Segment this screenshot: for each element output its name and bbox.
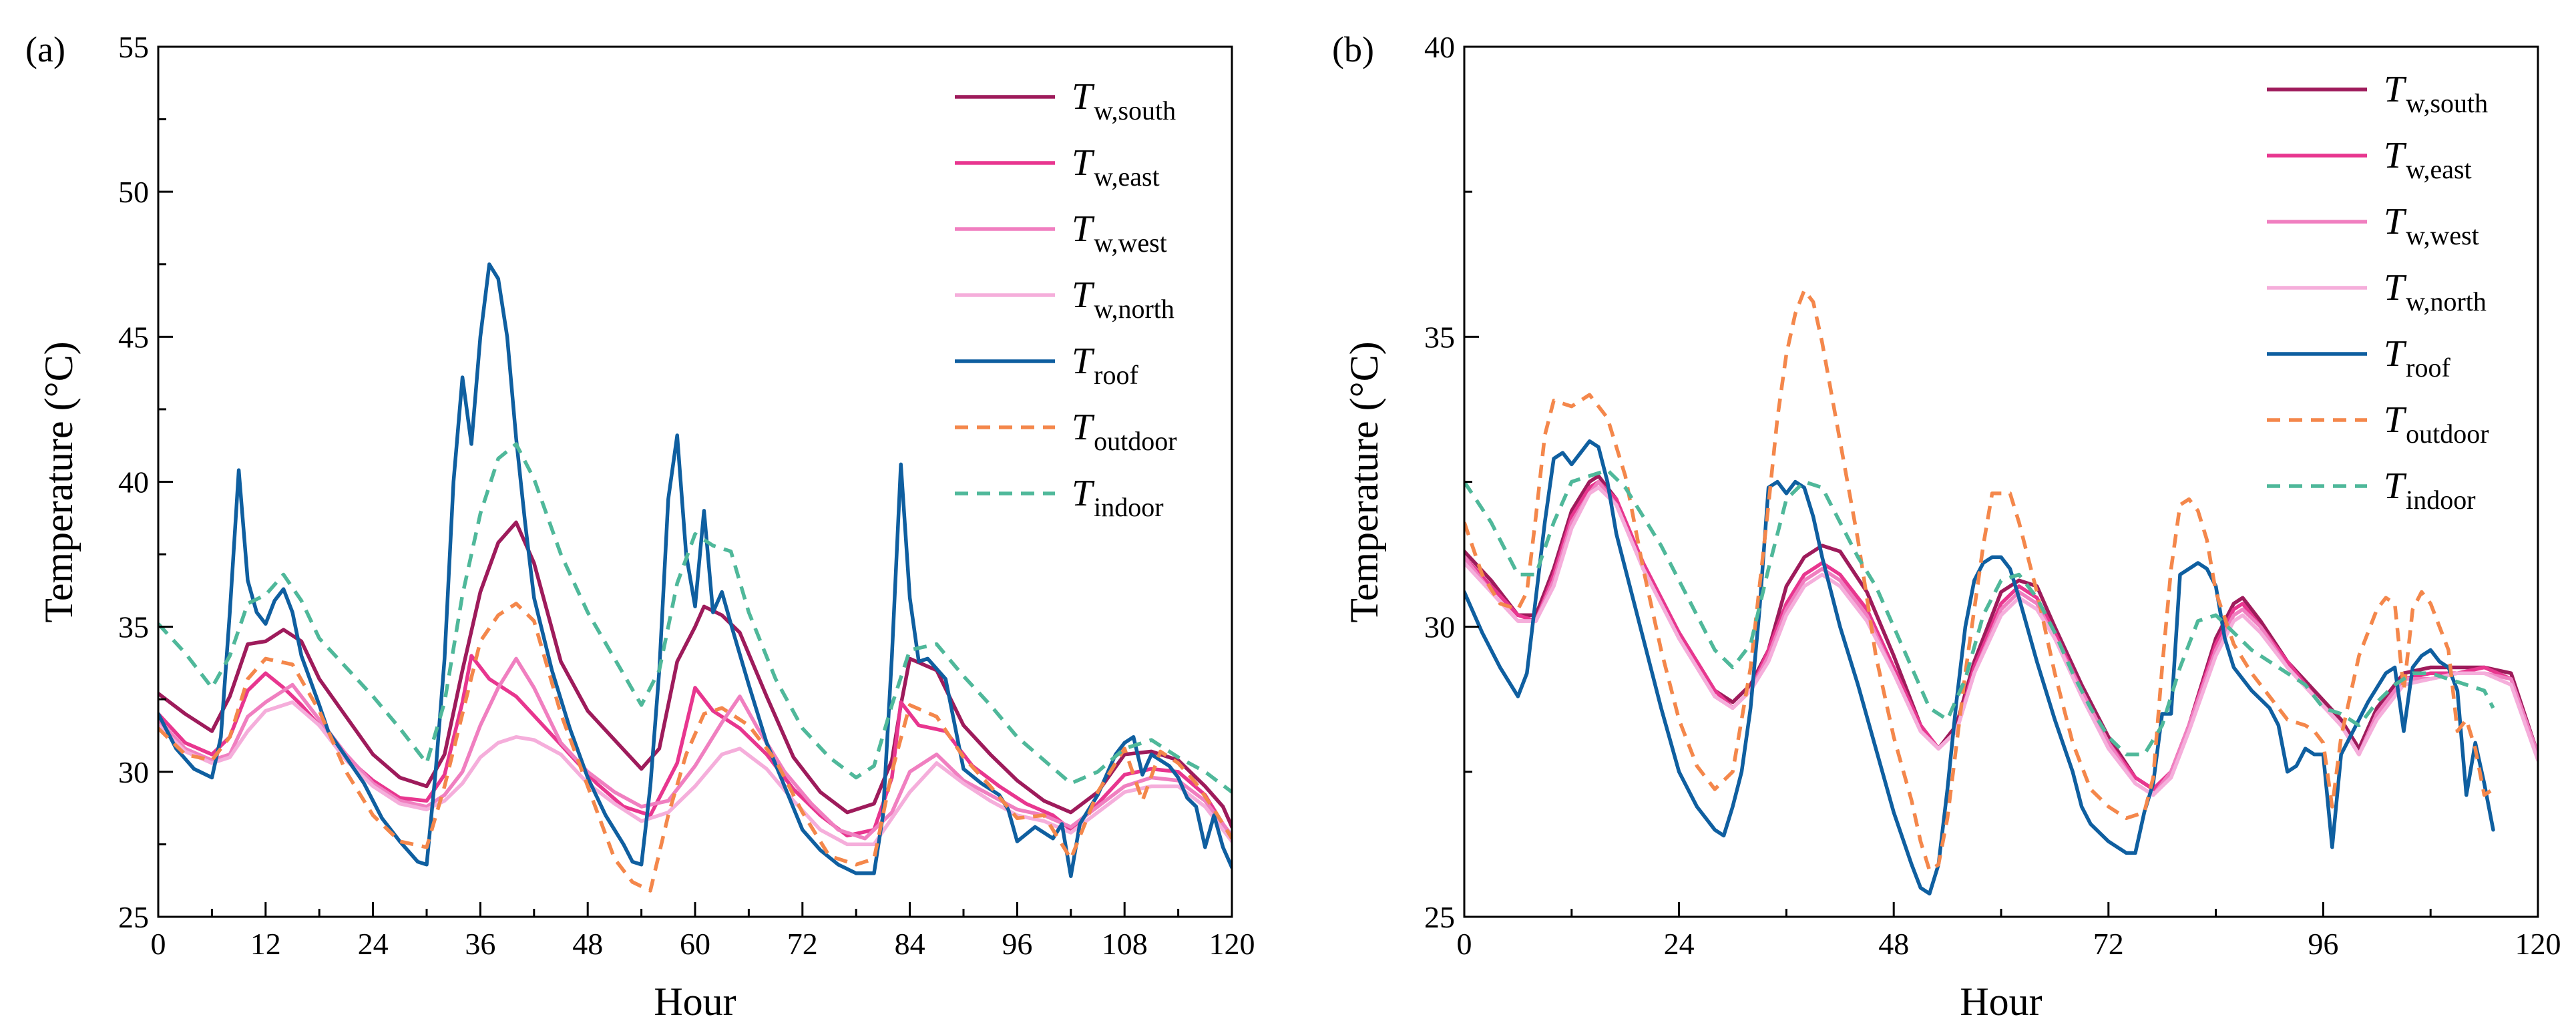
panel-b-label: (b) <box>1332 29 1374 69</box>
panel-b-series-roof-line <box>1464 439 2495 896</box>
panel-b-y-tick-label: 40 <box>1424 30 1455 64</box>
panel-a-legend-south-label: Tw,south <box>1072 76 1176 126</box>
panel-a-legend-north-label: Tw,north <box>1072 274 1174 324</box>
panel-a-series-indoor-line <box>158 442 1232 794</box>
panel-a-y-tick-label: 25 <box>118 900 149 934</box>
panel-b-legend: Tw,south Tw,east Tw,west Tw,north Troof Toutd… <box>2267 69 2489 515</box>
panel-a-x-tick-label: 60 <box>680 927 710 961</box>
panel-b-legend-indoor-label: Tindoor <box>2384 465 2476 515</box>
panel-a-series-lines <box>158 262 1232 893</box>
panel-b-x-tick-label: 120 <box>2515 927 2561 961</box>
panel-b-legend-east-label: Tw,east <box>2384 135 2472 184</box>
panel-a-x-tick-label: 24 <box>358 927 389 961</box>
panel-b-series-indoor-line <box>1464 468 2495 757</box>
panel-a-x-tick-label: 84 <box>895 927 925 961</box>
panel-a-plot-area: 0 12 24 36 48 60 72 84 96 108 120 25 30 35 40 45 50 55 <box>118 30 1255 961</box>
panel-b-frame <box>1463 45 2539 918</box>
panel-a-legend-roof-label: Troof <box>1072 341 1138 390</box>
panel-a-y-tick-label: 40 <box>118 465 149 499</box>
panel-b-x-tick-label: 24 <box>1664 927 1695 961</box>
panel-b-plot-area: 0 24 48 72 96 120 25 30 35 40 <box>1424 30 2561 961</box>
panel-a-y-tick-label: 50 <box>118 175 149 209</box>
panel-b-legend-north-label: Tw,north <box>2384 267 2487 317</box>
panel-a-x-tick-label: 72 <box>787 927 818 961</box>
panel-b-legend-roof-label: Troof <box>2384 333 2450 383</box>
panel-a-x-tick-label: 120 <box>1209 927 1255 961</box>
panel-a-x-tick-label: 0 <box>151 927 166 961</box>
panel-a-x-tick-label: 36 <box>465 927 495 961</box>
panel-a-x-tick-label: 108 <box>1102 927 1148 961</box>
panel-b-series-north-line <box>1464 485 2538 797</box>
panel-b-y-tick-label: 35 <box>1424 320 1455 354</box>
panel-a-series-outdoor-line <box>158 602 1232 893</box>
panel-a-legend-outdoor-label: Toutdoor <box>1072 407 1177 456</box>
panel-b-y-tick-label: 30 <box>1424 610 1455 644</box>
panel-a-x-axis-title: Hour <box>654 980 736 1024</box>
panel-a-y-tick-label: 30 <box>118 755 149 789</box>
panel-a-legend-east-label: Tw,east <box>1072 142 1160 192</box>
panel-a-series-north-line <box>158 700 1232 847</box>
panel-b-legend-west-label: Tw,west <box>2384 201 2479 250</box>
panel-a-y-tick-label: 55 <box>118 30 149 64</box>
panel-a-y-axis-title: Temperature (°C) <box>37 341 81 622</box>
panel-b-series-outdoor-line <box>1464 288 2495 873</box>
panel-b-legend-outdoor-label: Toutdoor <box>2384 399 2489 449</box>
panel-b-x-tick-label: 0 <box>1457 927 1472 961</box>
panel-a: (a) 0 12 24 36 48 60 72 84 96 108 120 25 30 35 40 45 50 5… <box>25 29 1255 1024</box>
panel-a-legend-indoor-label: Tindoor <box>1072 473 1164 522</box>
panel-b-x-tick-label: 72 <box>2093 927 2124 961</box>
panel-b-y-axis-title: Temperature (°C) <box>1342 341 1386 622</box>
panel-a-y-tick-label: 45 <box>118 320 149 354</box>
panel-a-x-tick-label: 96 <box>1002 927 1032 961</box>
panel-a-x-tick-label: 48 <box>572 927 603 961</box>
panel-a-x-tick-label: 12 <box>250 927 281 961</box>
panel-b-legend-south-label: Tw,south <box>2384 69 2488 118</box>
panel-a-label: (a) <box>25 29 65 69</box>
panel-b-x-tick-label: 96 <box>2308 927 2338 961</box>
panel-b-x-tick-label: 48 <box>1878 927 1909 961</box>
panel-b: (b) 0 24 48 72 96 120 25 30 35 40 Hour Temperatur… <box>1332 29 2561 1024</box>
panel-b-ticks: 0 24 48 72 96 120 25 30 35 40 <box>1424 30 2561 961</box>
panel-a-ticks: 0 12 24 36 48 60 72 84 96 108 120 25 30 35 40 45 50 55 <box>118 30 1255 961</box>
panel-a-legend-west-label: Tw,west <box>1072 208 1167 258</box>
panel-a-series-south-line <box>158 520 1232 829</box>
panel-b-x-axis-title: Hour <box>1960 980 2042 1024</box>
panel-b-y-tick-label: 25 <box>1424 900 1455 934</box>
panel-a-legend: Tw,south Tw,east Tw,west Tw,north Troof Toutd… <box>955 76 1177 522</box>
panel-b-series-lines <box>1464 288 2538 896</box>
panel-a-y-tick-label: 35 <box>118 610 149 644</box>
